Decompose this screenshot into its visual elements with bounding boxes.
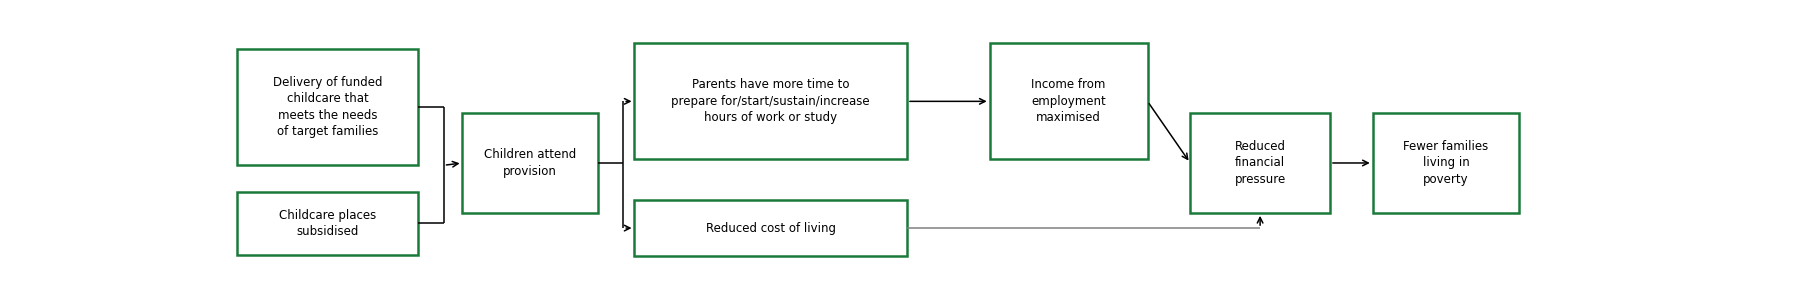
Text: Income from
employment
maximised: Income from employment maximised [1032,78,1106,124]
FancyBboxPatch shape [990,43,1147,159]
Text: Fewer families
living in
poverty: Fewer families living in poverty [1404,140,1488,186]
FancyBboxPatch shape [1191,113,1330,213]
FancyBboxPatch shape [635,200,907,256]
Text: Childcare places
subsidised: Childcare places subsidised [280,209,377,238]
Text: Delivery of funded
childcare that
meets the needs
of target families: Delivery of funded childcare that meets … [272,76,382,138]
FancyBboxPatch shape [1373,113,1519,213]
FancyBboxPatch shape [236,49,419,165]
Text: Parents have more time to
prepare for/start/sustain/increase
hours of work or st: Parents have more time to prepare for/st… [671,78,870,124]
FancyBboxPatch shape [462,113,599,213]
Text: Reduced cost of living: Reduced cost of living [705,222,835,235]
FancyBboxPatch shape [635,43,907,159]
Text: Children attend
provision: Children attend provision [483,148,577,178]
FancyBboxPatch shape [236,192,419,255]
Text: Reduced
financial
pressure: Reduced financial pressure [1234,140,1286,186]
